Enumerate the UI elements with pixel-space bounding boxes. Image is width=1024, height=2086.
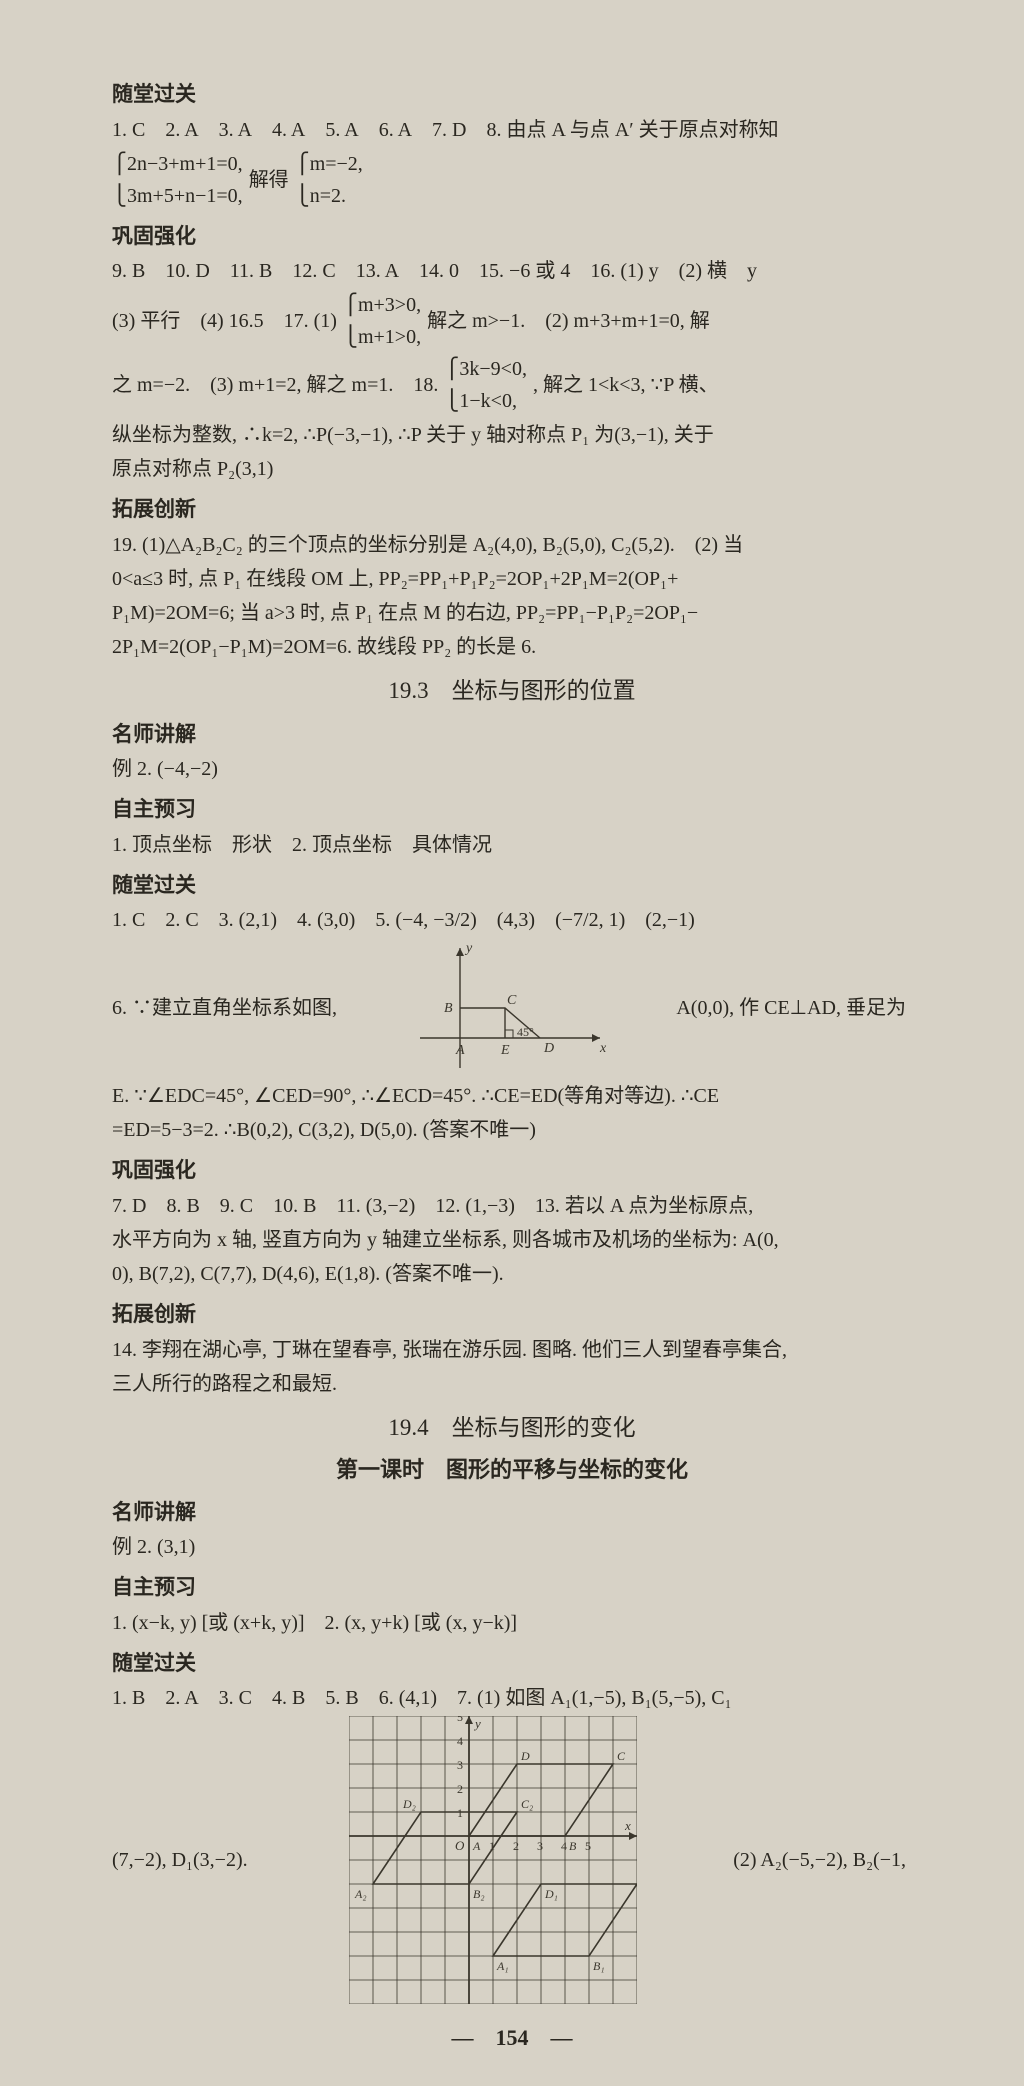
sec9-l1: 例 2. (3,1): [112, 1531, 912, 1563]
svg-text:x: x: [599, 1041, 607, 1056]
sec2-l2d: 解之 m>−1. (2) m+3+m+1=0, 解: [427, 305, 710, 337]
svg-text:3: 3: [457, 1758, 463, 1772]
sec10-l1: 1. (x−k, y) [或 (x+k, y)] 2. (x, y+k) [或 …: [112, 1607, 912, 1639]
sec1-l1: 1. C 2. A 3. A 4. A 5. A 6. A 7. D 8. 由点…: [112, 114, 912, 146]
svg-text:A₁: A₁: [496, 1959, 509, 1973]
svg-text:4: 4: [561, 1839, 567, 1853]
sec9-title: 名师讲解: [112, 1496, 912, 1530]
sec6-l2: 6. ∵建立直角坐标系如图, A B C D E 45° x y A(0,0), 作 CE⊥A…: [112, 938, 912, 1078]
sec4-l1: 例 2. (−4,−2): [112, 753, 912, 785]
sec2-l4: 纵坐标为整数, ∴k=2, ∴P(−3,−1), ∴P 关于 y 轴对称点 P₁…: [112, 419, 912, 451]
sec2-l3b: ⎧3k−9<0,: [444, 353, 527, 385]
svg-text:2: 2: [457, 1782, 463, 1796]
svg-text:y: y: [464, 941, 473, 956]
svg-text:y: y: [473, 1716, 481, 1731]
svg-text:3: 3: [537, 1839, 543, 1853]
sec6-l4: =ED=5−3=2. ∴B(0,2), C(3,2), D(5,0). (答案不…: [112, 1114, 912, 1146]
svg-text:A: A: [472, 1839, 481, 1853]
svg-text:D: D: [543, 1041, 554, 1056]
sec11-l1: 1. B 2. A 3. C 4. B 5. B 6. (4,1) 7. (1)…: [112, 1682, 912, 1714]
sec2-l3c: ⎩1−k<0,: [444, 385, 527, 417]
coord-diagram: A B C D E 45° x y: [410, 938, 610, 1078]
sec3-l1: 19. (1)△A₂B₂C₂ 的三个顶点的坐标分别是 A₂(4,0), B₂(5…: [112, 529, 912, 561]
svg-text:C: C: [507, 993, 517, 1008]
sec2-l3d: , 解之 1<k<3, ∵P 横、: [533, 369, 719, 401]
sec11-title: 随堂过关: [112, 1647, 912, 1681]
sec2-l2b: ⎧m+3>0,: [343, 289, 421, 321]
sec7-l2: 水平方向为 x 轴, 竖直方向为 y 轴建立坐标系, 则各城市及机场的坐标为: …: [112, 1224, 912, 1256]
sec2-l5: 原点对称点 P₂(3,1): [112, 453, 912, 485]
sec2-l2: (3) 平行 (4) 16.5 17. (1) ⎧m+3>0, ⎩m+1>0, …: [112, 289, 912, 353]
svg-text:5: 5: [585, 1839, 591, 1853]
svg-text:B: B: [569, 1839, 577, 1853]
svg-text:1: 1: [457, 1806, 463, 1820]
svg-text:x: x: [624, 1818, 631, 1833]
title-19-4b: 第一课时 图形的平移与坐标的变化: [112, 1452, 912, 1487]
sec3-l4: 2P₁M=2(OP₁−P₁M)=2OM=6. 故线段 PP₂ 的长是 6.: [112, 631, 912, 663]
sec11-l2: (7,−2), D₁(3,−2). 1234512345OxyA₂B₂C₂D₂A…: [112, 1716, 912, 2004]
sec7-l1: 7. D 8. B 9. C 10. B 11. (3,−2) 12. (1,−…: [112, 1190, 912, 1222]
sec8-l1: 14. 李翔在湖心亭, 丁琳在望春亭, 张瑞在游乐园. 图略. 他们三人到望春亭…: [112, 1334, 912, 1366]
sec2-title: 巩固强化: [112, 220, 912, 254]
sec4-title: 名师讲解: [112, 718, 912, 752]
svg-text:D: D: [520, 1749, 530, 1763]
svg-text:A: A: [455, 1043, 465, 1058]
svg-text:B: B: [444, 1001, 453, 1016]
brace-top2: ⎧m=−2,: [295, 148, 363, 180]
grid-chart: 1234512345OxyA₂B₂C₂D₂A₁B₁C₁D₁ABCD: [349, 1716, 637, 2004]
svg-text:E: E: [500, 1043, 510, 1058]
sec10-title: 自主预习: [112, 1571, 912, 1605]
sec3-l2: 0<a≤3 时, 点 P₁ 在线段 OM 上, PP₂=PP₁+P₁P₂=2OP…: [112, 563, 912, 595]
sec3-l3: P₁M)=2OM=6; 当 a>3 时, 点 P₁ 在点 M 的右边, PP₂=…: [112, 597, 912, 629]
title-19-4a: 19.4 坐标与图形的变化: [112, 1410, 912, 1447]
svg-text:2: 2: [513, 1839, 519, 1853]
sec7-title: 巩固强化: [112, 1154, 912, 1188]
solve-word: 解得: [249, 164, 289, 196]
sec2-l1: 9. B 10. D 11. B 12. C 13. A 14. 0 15. −…: [112, 255, 912, 287]
sec8-l2: 三人所行的路程之和最短.: [112, 1368, 912, 1400]
svg-text:4: 4: [457, 1734, 463, 1748]
svg-text:45°: 45°: [517, 1025, 534, 1039]
svg-text:B₁: B₁: [593, 1959, 605, 1973]
brace-bot: ⎩3m+5+n−1=0,: [112, 180, 243, 212]
brace-top: ⎧2n−3+m+1=0,: [112, 148, 243, 180]
sec6-l2b: A(0,0), 作 CE⊥AD, 垂足为: [676, 992, 906, 1024]
brace-bot2: ⎩n=2.: [295, 180, 363, 212]
page: 随堂过关 1. C 2. A 3. A 4. A 5. A 6. A 7. D …: [82, 0, 942, 2086]
sec2-l2a: (3) 平行 (4) 16.5 17. (1): [112, 305, 337, 337]
sec6-l3: E. ∵∠EDC=45°, ∠CED=90°, ∴∠ECD=45°. ∴CE=E…: [112, 1080, 912, 1112]
sec7-l3: 0), B(7,2), C(7,7), D(4,6), E(1,8). (答案不…: [112, 1258, 912, 1290]
svg-text:O: O: [455, 1838, 465, 1853]
svg-text:B₂: B₂: [473, 1887, 485, 1901]
sec11-l2b: (2) A₂(−5,−2), B₂(−1,: [733, 1844, 906, 1876]
svg-text:D₂: D₂: [402, 1797, 416, 1811]
sec6-l1: 1. C 2. C 3. (2,1) 4. (3,0) 5. (−4, −3/2…: [112, 904, 912, 936]
svg-text:5: 5: [457, 1716, 463, 1724]
sec5-title: 自主预习: [112, 793, 912, 827]
title-19-3: 19.3 坐标与图形的位置: [112, 673, 912, 710]
sec3-title: 拓展创新: [112, 493, 912, 527]
svg-text:A₂: A₂: [354, 1887, 367, 1901]
svg-text:C₂: C₂: [521, 1797, 533, 1811]
svg-text:D₁: D₁: [544, 1887, 558, 1901]
svg-text:C: C: [617, 1749, 626, 1763]
sec2-l2c: ⎩m+1>0,: [343, 321, 421, 353]
sec8-title: 拓展创新: [112, 1298, 912, 1332]
sec2-l3: 之 m=−2. (3) m+1=2, 解之 m=1. 18. ⎧3k−9<0, …: [112, 353, 912, 417]
page-number: — 154 —: [112, 2020, 912, 2055]
sec5-l1: 1. 顶点坐标 形状 2. 顶点坐标 具体情况: [112, 829, 912, 861]
sec6-title: 随堂过关: [112, 869, 912, 903]
sec6-l2a: 6. ∵建立直角坐标系如图,: [112, 992, 337, 1024]
sec2-l3a: 之 m=−2. (3) m+1=2, 解之 m=1. 18.: [112, 369, 438, 401]
sec1-title: 随堂过关: [112, 78, 912, 112]
sec1-l2: ⎧2n−3+m+1=0, ⎩3m+5+n−1=0, 解得 ⎧m=−2, ⎩n=2…: [112, 148, 912, 212]
sec11-l2a: (7,−2), D₁(3,−2).: [112, 1844, 248, 1876]
